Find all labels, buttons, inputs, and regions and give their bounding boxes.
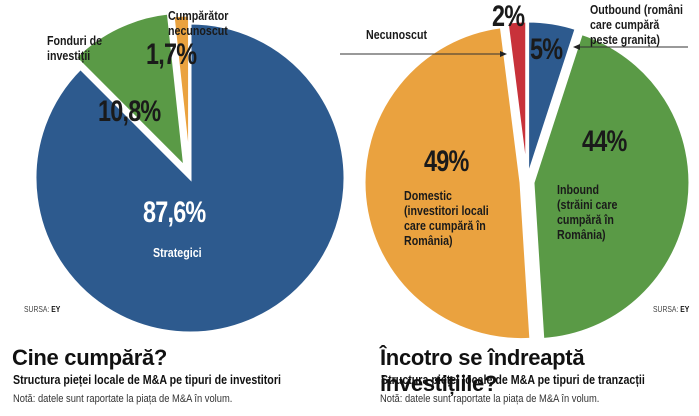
right-subtitle: Structura pieței locale de M&A pe tipuri… <box>381 372 645 387</box>
right-arrow-necunoscut <box>500 51 507 57</box>
right-label-outbound: Outbound (români care cumpără peste gran… <box>590 2 683 47</box>
left-label-fonduri: Fonduri de investiții <box>47 33 103 63</box>
right-label-necunoscut: Necunoscut <box>366 27 428 42</box>
pie0-slice-1 <box>73 11 187 172</box>
right-value-outbound: 5% <box>530 33 563 66</box>
pie0-slice-2 <box>171 13 192 171</box>
left-subtitle: Structura pieței locale de M&A pe tipuri… <box>13 372 281 387</box>
left-label-necunoscut: Cumpărător necunoscut <box>168 8 229 38</box>
left-title: Cine cumpără? <box>12 345 168 370</box>
pie0-slice-0 <box>33 21 347 335</box>
right-value-inbound: 44% <box>582 125 627 158</box>
pie1-slice-2 <box>362 25 533 342</box>
right-label-domestic: Domestic (investitori locali care cumpăr… <box>404 188 489 248</box>
right-value-domestic: 49% <box>424 145 469 178</box>
pie1-slice-3 <box>505 19 529 179</box>
left-label-strategici: Strategici <box>153 245 202 260</box>
left-value-necunoscut: 1,7% <box>146 38 197 71</box>
right-note: Notă: datele sunt raportate la piața de … <box>380 393 600 405</box>
left-source: SURSA: EY <box>24 305 61 314</box>
pie1-slice-1 <box>531 31 692 342</box>
right-arrow-outbound <box>573 44 580 50</box>
left-value-fonduri: 10,8% <box>98 95 161 128</box>
left-note: Notă: datele sunt raportate la piața de … <box>13 393 233 405</box>
right-value-necunoscut: 2% <box>492 0 525 33</box>
right-title: Încotro se îndreaptă investițiile? <box>380 345 585 396</box>
right-source: SURSA: EY <box>653 305 690 314</box>
left-value-strategici: 87,6% <box>143 196 206 229</box>
right-label-inbound: Inbound (străini care cumpără în România… <box>557 182 618 242</box>
